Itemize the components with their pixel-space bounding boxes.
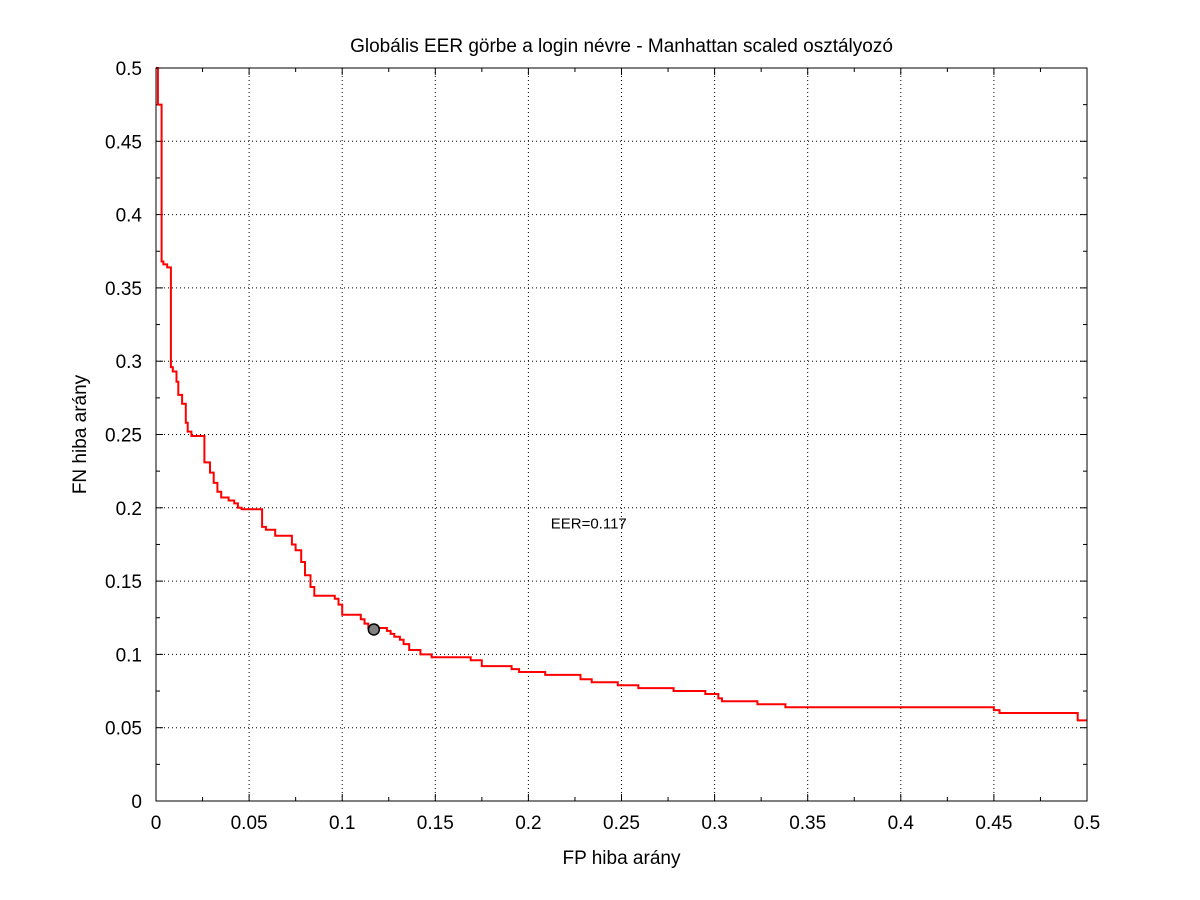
y-tick-label: 0.2 — [116, 499, 142, 520]
x-tick-label: 0.25 — [603, 813, 640, 834]
y-tick-label: 0.25 — [105, 426, 142, 447]
x-tick-label: 0 — [151, 813, 162, 834]
eer-curve-line — [156, 67, 1087, 722]
y-tick-label: 0.05 — [105, 719, 142, 740]
plot-frame — [155, 67, 1088, 802]
y-tick-label: 0 — [131, 792, 142, 813]
x-tick-label: 0.3 — [701, 813, 727, 834]
y-tick-label: 0.3 — [116, 352, 142, 373]
x-tick-label: 0.4 — [888, 813, 915, 834]
y-tick-label: 0.1 — [116, 645, 142, 666]
y-tick-label: 0.15 — [105, 572, 142, 593]
y-tick-label: 0.5 — [116, 59, 142, 80]
y-tick-labels: 0 0.05 0.1 0.15 0.2 0.25 0.3 0.35 0.4 0.45 0.5 — [105, 59, 142, 813]
x-tick-label: 0.05 — [231, 813, 268, 834]
x-tick-labels: 0 0.05 0.1 0.15 0.2 0.25 0.3 0.35 0.4 0.45 0.5 — [151, 813, 1101, 834]
x-tick-label: 0.15 — [417, 813, 454, 834]
x-tick-label: 0.35 — [789, 813, 826, 834]
eer-point-marker — [367, 623, 381, 636]
x-tick-label: 0.2 — [515, 813, 541, 834]
chart-title: Globális EER görbe a login névre - Manha… — [350, 36, 893, 57]
y-axis-title: FN hiba arány — [70, 374, 91, 494]
x-axis-title: FP hiba arány — [563, 848, 681, 869]
y-tick-label: 0.35 — [105, 279, 142, 300]
x-tick-label: 0.5 — [1074, 813, 1100, 834]
y-tick-label: 0.4 — [116, 206, 143, 227]
x-tick-label: 0.1 — [329, 813, 355, 834]
x-tick-label: 0.45 — [975, 813, 1012, 834]
series-layer — [156, 67, 1087, 722]
eer-annotation: EER=0.117 — [551, 515, 627, 532]
y-tick-label: 0.45 — [105, 132, 142, 153]
